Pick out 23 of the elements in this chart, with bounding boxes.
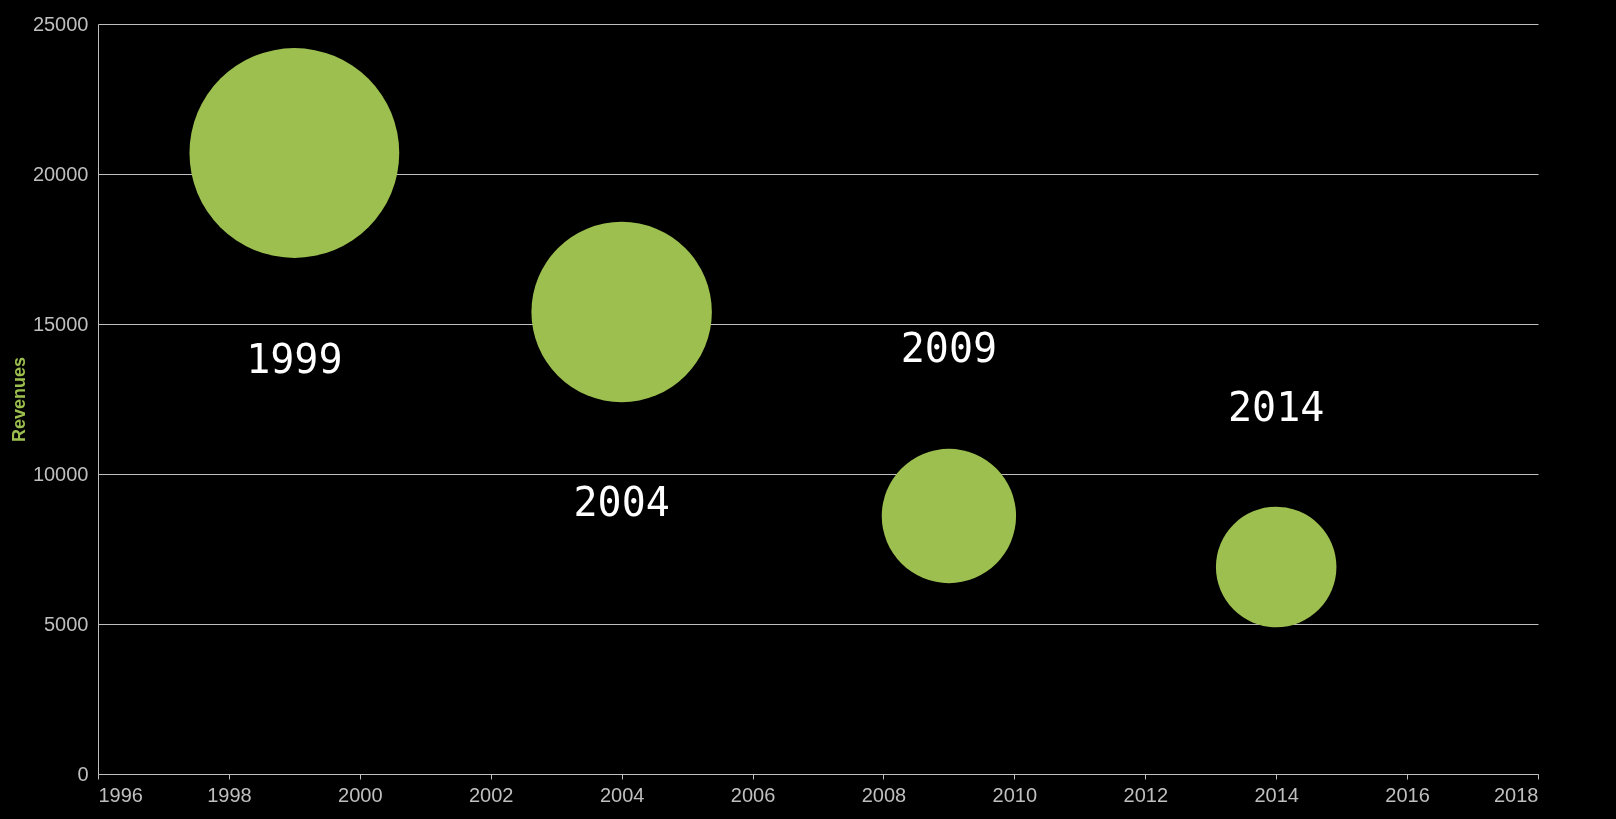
- x-tick-label: 2014: [1254, 783, 1299, 806]
- x-tick-label: 1996: [98, 783, 143, 806]
- x-tick-label: 2010: [992, 783, 1038, 806]
- annotation: 2004: [573, 478, 670, 525]
- x-tick-label: 2008: [861, 783, 907, 806]
- x-tick-label: 2004: [599, 783, 645, 806]
- x-tick-label: 2002: [468, 783, 514, 806]
- x-tick-label: 1998: [207, 783, 252, 806]
- y-tick-label: 10000: [32, 462, 89, 485]
- annotation: 2014: [1228, 384, 1325, 431]
- x-tick-label: 2006: [730, 783, 776, 806]
- y-tick-label: 5000: [44, 612, 89, 635]
- y-tick-label: 20000: [32, 162, 89, 185]
- annotation: 2009: [900, 325, 998, 372]
- y-axis-title: Revenues: [8, 356, 29, 443]
- x-tick-label: 2012: [1123, 783, 1169, 806]
- x-tick-label: 2018: [1494, 783, 1539, 806]
- x-tick-label: 2000: [338, 783, 383, 806]
- x-tick-label: 2016: [1385, 783, 1430, 806]
- annotation: 1999: [246, 336, 343, 383]
- y-tick-label: 15000: [32, 312, 89, 335]
- y-tick-label: 0: [77, 762, 89, 785]
- y-tick-label: 25000: [32, 12, 89, 35]
